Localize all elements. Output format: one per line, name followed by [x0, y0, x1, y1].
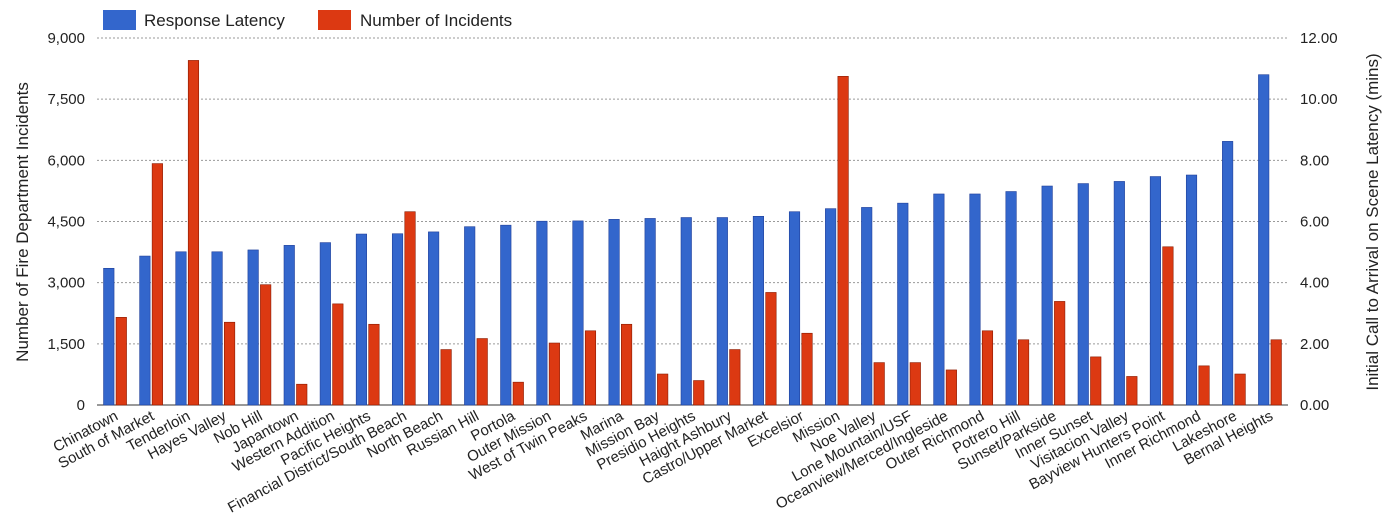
bar-number-of-incidents: [873, 362, 885, 406]
right-tick-label: 2.00: [1300, 336, 1329, 353]
right-tick-label: 10.00: [1300, 91, 1338, 108]
right-tick-label: 12.00: [1300, 30, 1338, 47]
left-tick-label: 4,500: [47, 214, 85, 231]
bar-response-latency: [788, 211, 801, 406]
bar-number-of-incidents: [1270, 339, 1282, 406]
legend-swatch-number-of-incidents: [318, 10, 351, 30]
bar-response-latency: [1185, 174, 1198, 406]
bar-number-of-incidents: [1198, 365, 1210, 406]
legend-label-number-of-incidents: Number of Incidents: [360, 11, 512, 30]
bar-number-of-incidents: [1018, 339, 1030, 406]
right-tick-label: 6.00: [1300, 214, 1329, 231]
right-axis-ticks: 0.00 2.00 4.00 6.00 8.00 10.00 12.00: [1300, 30, 1338, 414]
bar-number-of-incidents: [1090, 356, 1102, 406]
right-tick-label: 8.00: [1300, 152, 1329, 169]
bar-number-of-incidents: [260, 284, 272, 406]
bar-response-latency: [1222, 141, 1234, 406]
left-tick-label: 6,000: [47, 152, 85, 169]
bar-response-latency: [572, 220, 584, 406]
left-tick-label: 7,500: [47, 91, 85, 108]
bar-response-latency: [464, 226, 476, 406]
bar-number-of-incidents: [1126, 376, 1138, 406]
bar-number-of-incidents: [801, 332, 813, 406]
bar-response-latency: [536, 220, 548, 406]
bar-number-of-incidents: [476, 338, 488, 406]
bar-number-of-incidents: [729, 349, 741, 406]
left-axis-title: Number of Fire Department Incidents: [13, 82, 32, 362]
right-tick-label: 4.00: [1300, 275, 1329, 292]
bar-number-of-incidents: [657, 373, 669, 406]
bar-response-latency: [355, 233, 367, 406]
bar-response-latency: [1041, 185, 1053, 406]
bar-number-of-incidents: [693, 380, 705, 406]
bar-response-latency: [1077, 183, 1089, 406]
bar-response-latency: [716, 217, 728, 406]
bar-number-of-incidents: [548, 342, 560, 406]
bar-number-of-incidents: [368, 323, 380, 406]
legend: Response Latency Number of Incidents: [103, 10, 512, 30]
right-tick-label: 0.00: [1300, 397, 1329, 414]
bar-response-latency: [428, 231, 440, 406]
bar-response-latency: [247, 249, 259, 406]
bar-number-of-incidents: [1234, 373, 1246, 406]
bar-number-of-incidents: [909, 362, 921, 406]
bar-number-of-incidents: [224, 321, 236, 406]
bar-number-of-incidents: [115, 317, 127, 406]
bar-response-latency: [211, 251, 223, 406]
bar-response-latency: [1005, 191, 1017, 406]
bar-response-latency: [175, 251, 187, 406]
bar-number-of-incidents: [512, 381, 524, 406]
bar-number-of-incidents: [945, 369, 957, 406]
bar-number-of-incidents: [187, 60, 200, 406]
bar-number-of-incidents: [1054, 301, 1066, 406]
bar-response-latency: [1113, 181, 1125, 406]
bar-response-latency: [933, 193, 945, 406]
bar-response-latency: [391, 233, 404, 406]
left-tick-label: 0: [77, 397, 85, 414]
gridlines: [97, 37, 1288, 406]
bar-response-latency: [861, 207, 873, 406]
bar-response-latency: [1258, 74, 1270, 406]
bar-number-of-incidents: [332, 303, 344, 406]
bar-response-latency: [103, 267, 115, 406]
legend-swatch-response-latency: [103, 10, 136, 30]
right-axis-title: Initial Call to Arrival on Scene Latency…: [1363, 53, 1382, 390]
bar-response-latency: [897, 202, 909, 406]
bar-number-of-incidents: [440, 349, 452, 406]
left-tick-label: 3,000: [47, 275, 85, 292]
bar-response-latency: [319, 242, 331, 406]
bar-response-latency: [825, 208, 837, 406]
bar-response-latency: [644, 218, 656, 406]
bar-response-latency: [680, 217, 692, 406]
bar-number-of-incidents: [981, 330, 994, 406]
bar-response-latency: [608, 219, 620, 406]
bar-number-of-incidents: [765, 292, 777, 406]
bar-number-of-incidents: [1162, 246, 1174, 406]
bar-response-latency: [500, 224, 512, 406]
bar-number-of-incidents: [404, 211, 416, 406]
bar-number-of-incidents: [151, 163, 163, 406]
bar-response-latency: [752, 216, 764, 406]
bar-response-latency: [283, 245, 295, 406]
bar-response-latency: [139, 255, 151, 406]
left-axis-ticks: 0 1,500 3,000 4,500 6,000 7,500 9,000: [47, 30, 85, 414]
bars: [103, 60, 1282, 406]
bar-number-of-incidents: [296, 383, 308, 406]
legend-label-response-latency: Response Latency: [144, 11, 285, 30]
bar-number-of-incidents: [584, 330, 597, 406]
bar-number-of-incidents: [837, 76, 849, 406]
bar-number-of-incidents: [621, 323, 633, 406]
bar-response-latency: [1149, 176, 1161, 406]
left-tick-label: 9,000: [47, 30, 85, 47]
left-tick-label: 1,500: [47, 336, 85, 353]
bar-response-latency: [969, 193, 981, 406]
